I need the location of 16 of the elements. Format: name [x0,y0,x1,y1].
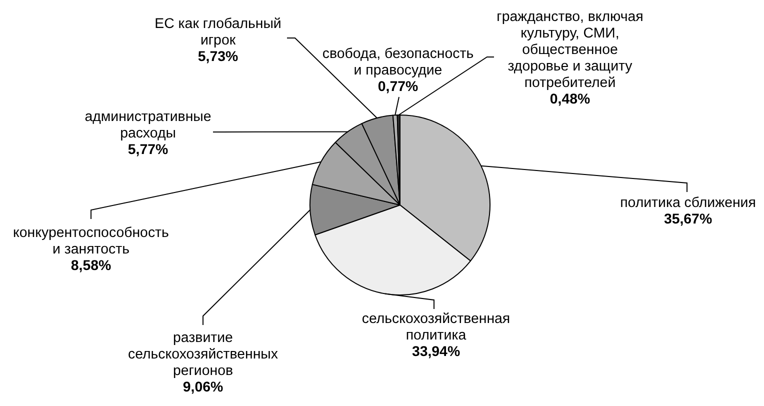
slice-label: свобода, безопасность и правосудие [322,46,474,78]
data-label: 33,94% [412,344,460,360]
data-label: 0,48% [550,92,590,108]
data-label: 8,58% [70,258,112,274]
slice-label: гражданство, включая культуру, СМИ, общественное здоровье и защиту потребителей [496,9,644,91]
data-label: 5,73% [198,49,238,65]
data-label: 9,06% [182,380,224,396]
slice-label: конкурентоспособность и занятость [13,225,169,258]
slice-label: развитие сельскохозяйственных регионов [128,330,278,379]
data-label: 0,77% [378,79,418,95]
slice-label: политика сближения [620,195,756,211]
data-label: 5,77% [128,142,168,158]
slice-label: административные расходы [84,109,212,142]
slice-label: ЕС как глобальный игрок [154,16,282,48]
slice-label: сельскохозяйственная политика [362,311,510,344]
data-label: 35,67% [664,212,712,228]
